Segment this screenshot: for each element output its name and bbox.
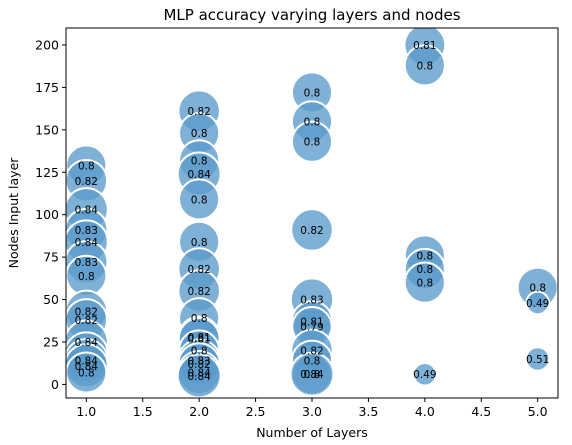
data-label: 0.8 [304,356,321,368]
data-label: 0.83 [187,356,210,368]
data-label: 0.8 [304,137,321,149]
data-label: 0.84 [187,169,211,181]
data-label: 0.82 [75,176,98,188]
data-label: 0.8 [416,250,433,262]
data-label: 0.82 [300,345,323,357]
data-label: 0.84 [75,356,99,368]
data-label: 0.84 [300,369,324,381]
data-label: 0.82 [187,359,210,371]
data-label: 0.83 [75,225,98,237]
y-axis: 0 25 50 75 100 125 150 175 200 [35,37,66,392]
y-tick-label: 125 [35,165,59,180]
data-label: 0.84 [75,361,99,373]
x-tick-label: 3.5 [358,404,378,419]
data-label: 0.8 [191,237,208,249]
x-tick-label: 5.0 [528,404,548,419]
data-label: 0.51 [526,354,549,366]
data-point [525,290,550,316]
data-label: 0.83 [75,257,98,269]
x-tick-label: 2.0 [189,404,209,419]
chart-title: MLP accuracy varying layers and nodes [163,6,460,24]
data-label: 0.8 [304,369,321,381]
x-tick-label: 3.0 [302,404,322,419]
y-tick-label: 175 [35,80,59,95]
x-tick-label: 1.5 [133,404,153,419]
data-label: 0.8 [191,194,208,206]
data-label: 0.84 [187,371,211,383]
data-label: 0.84 [75,205,99,217]
data-label: 0.8 [191,128,208,140]
data-label: 0.8 [191,313,208,325]
y-tick-label: 200 [35,37,59,52]
y-tick-label: 75 [43,250,59,265]
data-label: 0.82 [75,315,98,327]
data-label: 0.79 [300,322,323,334]
data-label: 0.8 [304,87,321,99]
data-point [290,208,334,252]
data-point [178,178,221,221]
data-label: 0.8 [191,155,208,167]
data-label: 0.84 [75,237,99,249]
data-label: 0.84 [75,337,99,349]
data-point [524,346,551,372]
x-axis: 1.0 1.5 2.0 2.5 3.0 3.5 4.0 4.5 5.0 [76,398,548,419]
data-label: 0.8 [191,345,208,357]
y-axis-label: Nodes Input layer [6,157,21,269]
data-label: 0.82 [187,106,210,118]
data-label: 0.8 [416,278,433,290]
data-label: 0.82 [187,264,210,276]
x-axis-label: Number of Layers [256,425,368,440]
data-label: 0.81 [413,40,436,52]
x-tick-label: 2.5 [246,404,266,419]
data-label: 0.82 [187,286,210,298]
data-label: 0.8 [304,116,321,128]
data-point [176,353,222,398]
data-point [403,44,446,87]
data-label: 0.81 [187,332,210,344]
data-label: 0.8 [78,368,95,380]
data-point [290,120,334,163]
data-label: 0.49 [526,298,549,310]
x-tick-label: 4.5 [471,404,491,419]
data-label: 0.8 [78,160,95,172]
data-label: 0.81 [187,334,210,346]
data-label: 0.8 [416,264,433,276]
y-tick-label: 50 [43,292,59,307]
y-tick-label: 100 [35,207,59,222]
data-label: 0.8 [78,271,95,283]
data-label: 0.81 [300,317,323,329]
y-tick-label: 150 [35,122,59,137]
data-point [289,351,335,397]
x-tick-label: 4.0 [415,404,435,419]
data-label: 0.84 [187,368,211,380]
data-label: 0.49 [413,369,436,381]
data-label: 0.82 [300,225,323,237]
y-tick-label: 0 [51,377,59,392]
y-tick-label: 25 [43,334,59,349]
data-label: 0.82 [75,306,98,318]
data-label: 0.8 [529,283,546,295]
data-label: 0.8 [416,60,433,72]
x-tick-label: 1.0 [76,404,96,419]
data-point [403,261,446,304]
data-point [412,361,438,387]
data-label: 0.83 [300,295,323,307]
